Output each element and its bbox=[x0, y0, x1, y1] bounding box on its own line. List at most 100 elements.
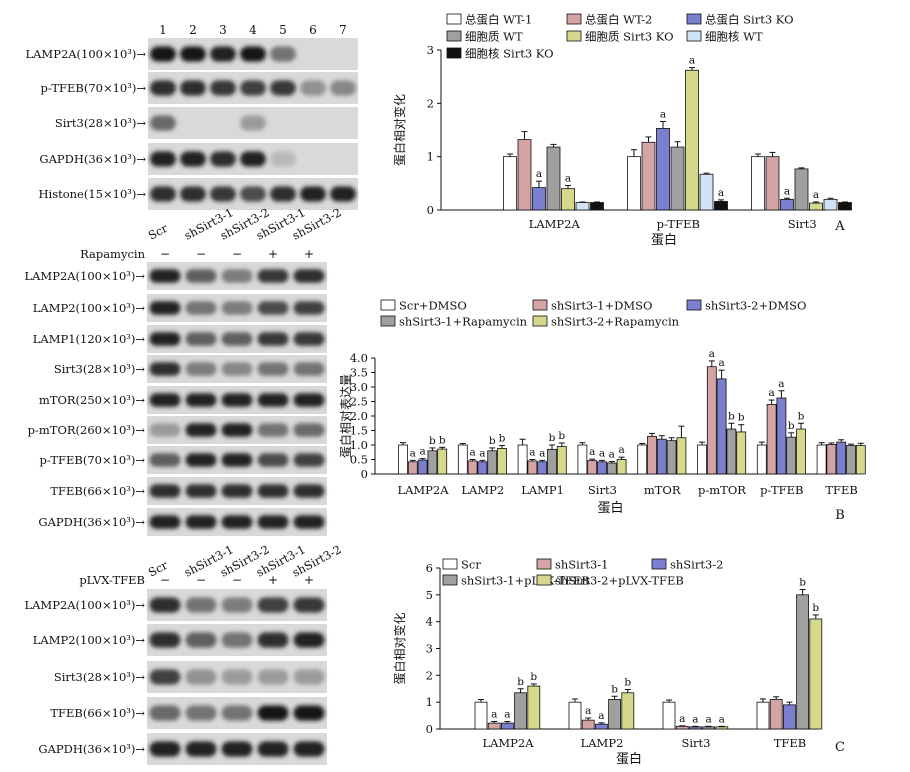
blot-band bbox=[257, 269, 289, 283]
blot-band bbox=[149, 632, 181, 648]
significance-mark: b bbox=[799, 576, 806, 588]
treatment-sign: − bbox=[232, 573, 242, 587]
legend-label: shSirt3-1+Rapamycin bbox=[399, 315, 528, 329]
blot-strip bbox=[147, 386, 327, 414]
blot-row-label: p-TFEB(70×10³)→ bbox=[40, 453, 146, 467]
significance-mark: a bbox=[479, 447, 485, 459]
legend-entry: shSirt3-1 bbox=[536, 558, 609, 572]
y-tick-label: 0 bbox=[427, 203, 434, 217]
bar bbox=[417, 459, 428, 475]
bar bbox=[726, 428, 737, 475]
y-tick-label: 3.5 bbox=[350, 366, 368, 380]
blot-row-label: LAMP2(100×10³)→ bbox=[33, 633, 146, 647]
blot-band bbox=[293, 632, 325, 648]
y-tick-label: 1 bbox=[426, 695, 433, 709]
bar bbox=[487, 722, 501, 730]
bar bbox=[796, 428, 806, 475]
blot-band bbox=[185, 269, 217, 283]
y-tick-label: 0 bbox=[426, 722, 433, 736]
bar bbox=[656, 127, 670, 211]
blot-panel-c: Scr shSirt3-1shSirt3-2shSirt3-1shSirt3-2p… bbox=[24, 542, 344, 765]
significance-mark: a bbox=[718, 187, 724, 199]
blot-band bbox=[257, 705, 289, 721]
chart-legend: Scr+DMSO shSirt3-1+DMSO shSirt3-2+DMSO shSi… bbox=[380, 299, 806, 329]
blot-band bbox=[240, 115, 266, 131]
blot-panel-b: Scr shSirt3-1shSirt3-2shSirt3-1shSirt3-2R… bbox=[24, 205, 344, 536]
legend-swatch bbox=[651, 558, 667, 570]
treatment-sign: + bbox=[304, 573, 314, 587]
blot-band bbox=[180, 80, 206, 96]
legend-label: shSirt3-1 bbox=[555, 558, 609, 572]
blot-panel-a: 1 2 3 4 5 6 7 LAMP2A(100×10³)→ p-TFEB(70×10³)→ Si… bbox=[25, 23, 358, 210]
blot-band bbox=[221, 705, 253, 721]
significance-mark: a bbox=[419, 446, 425, 458]
y-tick-label: 2 bbox=[427, 96, 434, 110]
bar bbox=[666, 440, 677, 475]
legend-entry: 细胞核 Sirt3 KO bbox=[446, 47, 554, 61]
bar bbox=[616, 459, 627, 475]
blot-band bbox=[149, 423, 181, 437]
legend-entry: 细胞核 WT bbox=[686, 30, 763, 44]
bar bbox=[477, 461, 488, 475]
blot-band bbox=[270, 151, 296, 167]
blot-strip bbox=[148, 72, 358, 104]
blot-band bbox=[300, 80, 326, 96]
bar bbox=[457, 444, 468, 475]
blot-row-label: Sirt3(28×10³)→ bbox=[54, 670, 145, 684]
y-axis-label: 蛋白相对表达量 bbox=[338, 374, 353, 458]
significance-mark: a bbox=[768, 387, 774, 399]
bar bbox=[608, 699, 621, 730]
blot-band bbox=[210, 186, 236, 202]
chart-legend: Scr shSirt3-1 shSirt3-2 shSirt3-1+pLVX-TFEB… bbox=[442, 558, 724, 588]
blot-band bbox=[293, 332, 325, 346]
blot-row-label: LAMP1(120×10³)→ bbox=[33, 332, 146, 346]
bar bbox=[537, 461, 548, 475]
blot-band bbox=[221, 362, 253, 376]
blot-band bbox=[180, 151, 206, 167]
legend-swatch bbox=[446, 13, 462, 25]
blot-band bbox=[257, 301, 289, 315]
blot-band bbox=[293, 453, 325, 467]
blot-strip bbox=[147, 589, 327, 621]
significance-mark: a bbox=[539, 447, 545, 459]
blot-band bbox=[210, 151, 236, 167]
blot-band bbox=[210, 80, 236, 96]
significance-mark: a bbox=[598, 710, 604, 722]
y-tick-label: 2 bbox=[426, 668, 433, 682]
y-tick-label: 0 bbox=[361, 467, 368, 481]
blot-band bbox=[149, 362, 181, 376]
legend-entry: shSirt3-2 bbox=[651, 558, 724, 572]
blot-band bbox=[300, 186, 326, 202]
legend-entry: 总蛋白 Sirt3 KO bbox=[686, 13, 794, 27]
western-blots: 1 2 3 4 5 6 7 LAMP2A(100×10³)→ p-TFEB(70×10³)→ Si… bbox=[24, 23, 358, 765]
blot-band bbox=[185, 705, 217, 721]
legend-swatch bbox=[442, 558, 458, 570]
bar bbox=[575, 202, 590, 211]
lane-number: 1 bbox=[159, 23, 167, 37]
blot-band bbox=[149, 301, 181, 315]
legend-label: shSirt3-1+pLVX-TFEB bbox=[461, 574, 590, 588]
legend-label: 细胞核 WT bbox=[705, 30, 763, 44]
significance-mark: a bbox=[565, 172, 571, 184]
significance-mark: a bbox=[679, 713, 685, 725]
significance-mark: a bbox=[692, 713, 698, 725]
legend-swatch bbox=[532, 299, 548, 311]
bar bbox=[769, 699, 783, 730]
category-label: LAMP1 bbox=[521, 483, 564, 497]
y-tick-label: 1.0 bbox=[350, 438, 368, 452]
bar bbox=[676, 437, 687, 475]
bar bbox=[809, 202, 823, 211]
bar bbox=[568, 701, 582, 730]
bar bbox=[503, 156, 517, 211]
blot-band bbox=[257, 632, 289, 648]
treatment-label: pLVX-TFEB bbox=[79, 573, 145, 587]
blot-band bbox=[180, 46, 206, 62]
legend-entry: shSirt3-1+Rapamycin bbox=[380, 315, 528, 329]
category-label: p-mTOR bbox=[698, 483, 746, 497]
blot-band bbox=[185, 393, 217, 407]
blot-strip bbox=[147, 262, 327, 290]
blot-strip bbox=[148, 38, 358, 70]
legend-swatch bbox=[532, 315, 548, 327]
blot-band bbox=[185, 301, 217, 315]
